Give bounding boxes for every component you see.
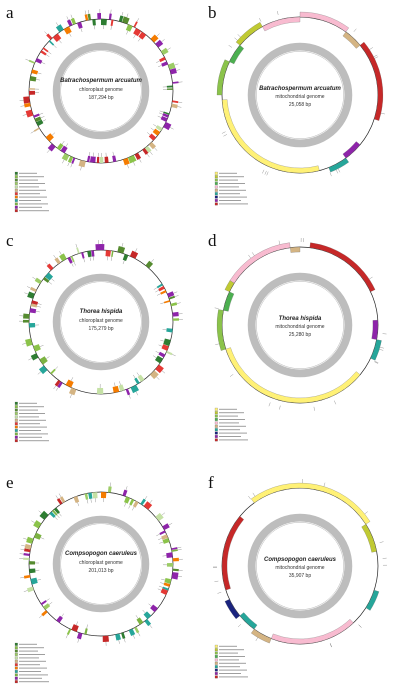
panel-letter-c: c	[6, 231, 14, 250]
panel-e-species: Compsopogon caeruleus	[65, 551, 138, 557]
panel-b-genome-type: mitochondrial genome	[275, 94, 324, 100]
panel-a-genome-size: 187,294 bp	[88, 95, 113, 101]
panel-f-genome-type: mitochondrial genome	[275, 565, 324, 571]
panel-b-legend	[214, 171, 248, 206]
panel-d-genome-size: 25,280 bp	[289, 332, 311, 338]
panel-d-legend	[214, 407, 248, 442]
panel-e-legend	[14, 642, 49, 684]
panel-letter-b: b	[208, 3, 217, 22]
panel-c-legend	[14, 401, 49, 443]
panel-letter-a: a	[6, 3, 14, 22]
panel-letter-f: f	[208, 473, 214, 492]
panel-letter-d: d	[208, 231, 217, 250]
panel-a-species: Batrachospermum arcuatum	[60, 78, 142, 84]
panel-d-map	[214, 238, 387, 411]
panel-a-map	[19, 9, 183, 171]
panel-f-legend	[214, 644, 248, 679]
panel-b-map	[216, 11, 385, 177]
panel-a-legend	[14, 171, 49, 213]
panel-letter-e: e	[6, 473, 14, 492]
panel-b-species: Batrachospermum arcuatum	[259, 86, 341, 92]
panel-c-species: Thorea hispida	[80, 309, 123, 315]
panel-d-genome-type: mitochondrial genome	[275, 324, 324, 330]
panel-b-genome-size: 25,058 bp	[289, 102, 311, 108]
panel-c-genome-size: 175,279 bp	[88, 326, 113, 332]
panel-f-species: Compsopogon caeruleus	[264, 557, 337, 563]
panel-f-map	[213, 479, 387, 648]
panel-f-genome-size: 35,907 bp	[289, 573, 311, 579]
panel-c-map	[19, 240, 183, 399]
panel-e-genome-type: chloroplast genome	[79, 560, 123, 566]
panel-c-genome-type: chloroplast genome	[79, 318, 123, 324]
panel-d-species: Thorea hispida	[279, 316, 322, 322]
panel-a-genome-type: chloroplast genome	[79, 87, 123, 93]
panel-e-genome-size: 201,013 bp	[88, 568, 113, 574]
panel-e-map	[19, 482, 183, 646]
